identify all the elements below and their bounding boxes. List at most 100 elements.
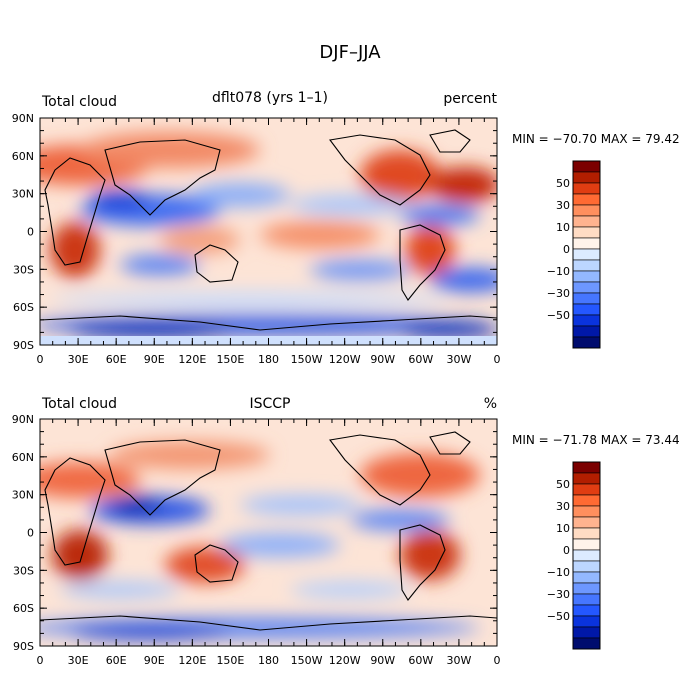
colorbar-swatch [572, 483, 601, 496]
colorbar-swatch [572, 237, 601, 250]
colorbar-swatch [572, 193, 601, 206]
colorbar-tick-label: 30 [556, 199, 570, 212]
lon-tick-label: 90W [370, 353, 395, 366]
colorbar-swatch [572, 494, 601, 507]
lon-tick-label: 60W [408, 654, 433, 667]
lon-tick-label: 120W [329, 654, 361, 667]
colorbar-swatch [572, 505, 601, 518]
colorbar-swatch [572, 171, 601, 184]
lat-tick-label: 30N [12, 489, 34, 502]
panel-center-title: dflt078 (yrs 1–1) [212, 90, 328, 106]
colorbar-swatch [572, 270, 601, 283]
lon-tick-label: 90E [144, 654, 165, 667]
colorbar-swatch [572, 472, 601, 485]
colorbar-tick-label: 10 [556, 522, 570, 535]
lat-tick-label: 60S [13, 301, 34, 314]
colorbar-swatch [572, 204, 601, 217]
panel-right-title: % [484, 396, 497, 412]
lon-tick-label: 150E [216, 353, 244, 366]
lat-tick-label: 60N [12, 150, 34, 163]
lat-axis: 90N 60N 30N 0 30S 60S 90S [12, 112, 34, 352]
lon-tick-label: 90E [144, 353, 165, 366]
lat-axis: 90N 60N 30N 0 30S 60S 90S [12, 413, 34, 653]
colorbar-tick-label: −50 [547, 610, 570, 623]
lat-tick-label: 90S [13, 640, 34, 653]
lon-tick-label: 0 [494, 654, 501, 667]
stats-label: MIN = −70.70 MAX = 79.42 [512, 132, 680, 146]
panel-left-title: Total cloud [41, 94, 117, 110]
colorbar-swatch [572, 303, 601, 316]
lat-tick-label: 30S [13, 564, 34, 577]
colorbar-swatch [572, 336, 601, 349]
colorbar-swatch [572, 461, 601, 474]
panel-observed: Total cloud ISCCP % [12, 396, 680, 667]
lon-tick-label: 30E [68, 353, 89, 366]
figure-title: DJF–JJA [319, 42, 381, 63]
colorbar-tick-label: 50 [556, 177, 570, 190]
lat-tick-label: 60S [13, 602, 34, 615]
colorbar-tick-label: −50 [547, 309, 570, 322]
lon-tick-label: 30E [68, 654, 89, 667]
colorbar: 50 30 10 0 −10 −30 −50 [547, 160, 601, 349]
panel-center-title: ISCCP [249, 396, 290, 412]
lat-tick-label: 30S [13, 263, 34, 276]
colorbar-swatch [572, 637, 601, 650]
lat-tick-label: 90N [12, 112, 34, 125]
colorbar-swatch [572, 314, 601, 327]
colorbar-swatch [572, 527, 601, 540]
lon-tick-label: 0 [494, 353, 501, 366]
colorbar-swatch [572, 160, 601, 173]
colorbar-swatch [572, 560, 601, 573]
lon-tick-label: 150E [216, 654, 244, 667]
lon-tick-label: 150W [291, 353, 323, 366]
lon-tick-label: 60E [106, 654, 127, 667]
lon-axis: 0 30E 60E 90E 120E 150E 180 150W 120W 90W 60W 30W 0 [37, 353, 501, 366]
colorbar-swatch [572, 182, 601, 195]
lat-tick-label: 60N [12, 451, 34, 464]
colorbar-swatch [572, 226, 601, 239]
lat-tick-label: 90N [12, 413, 34, 426]
axis-ticks [39, 117, 498, 346]
panel-left-title: Total cloud [41, 396, 117, 412]
colorbar-swatch [572, 516, 601, 529]
colorbar-swatch [572, 259, 601, 272]
lon-tick-label: 60E [106, 353, 127, 366]
map-field [40, 419, 497, 646]
colorbar-swatch [572, 604, 601, 617]
colorbar-tick-label: 0 [563, 544, 570, 557]
panel-right-title: percent [443, 91, 497, 107]
axis-ticks [39, 418, 498, 647]
colorbar-swatch [572, 325, 601, 338]
colorbar-swatch [572, 538, 601, 551]
lat-tick-label: 90S [13, 339, 34, 352]
colorbar-tick-label: 50 [556, 478, 570, 491]
lon-tick-label: 180 [258, 654, 279, 667]
colorbar: 50 30 10 0 −10 −30 −50 [547, 461, 601, 650]
panel-model: Total cloud dflt078 (yrs 1–1) percent [12, 90, 680, 366]
colorbar-swatch [572, 281, 601, 294]
colorbar-tick-label: 10 [556, 221, 570, 234]
colorbar-tick-label: 0 [563, 243, 570, 256]
colorbar-swatch [572, 571, 601, 584]
lon-axis: 0 30E 60E 90E 120E 150E 180 150W 120W 90W 60W 30W 0 [37, 654, 501, 667]
colorbar-swatch [572, 582, 601, 595]
colorbar-swatch [572, 292, 601, 305]
lon-tick-label: 30W [446, 654, 471, 667]
lat-tick-label: 0 [27, 226, 34, 239]
colorbar-tick-label: −10 [547, 265, 570, 278]
lat-tick-label: 30N [12, 188, 34, 201]
lon-tick-label: 0 [37, 654, 44, 667]
lon-tick-label: 120W [329, 353, 361, 366]
colorbar-tick-label: −10 [547, 566, 570, 579]
lon-tick-label: 30W [446, 353, 471, 366]
map-field [40, 118, 497, 345]
colorbar-swatch [572, 549, 601, 562]
lon-tick-label: 180 [258, 353, 279, 366]
colorbar-tick-label: −30 [547, 588, 570, 601]
lon-tick-label: 150W [291, 654, 323, 667]
colorbar-tick-label: −30 [547, 287, 570, 300]
colorbar-swatch [572, 626, 601, 639]
colorbar-swatch [572, 248, 601, 261]
lon-tick-label: 60W [408, 353, 433, 366]
